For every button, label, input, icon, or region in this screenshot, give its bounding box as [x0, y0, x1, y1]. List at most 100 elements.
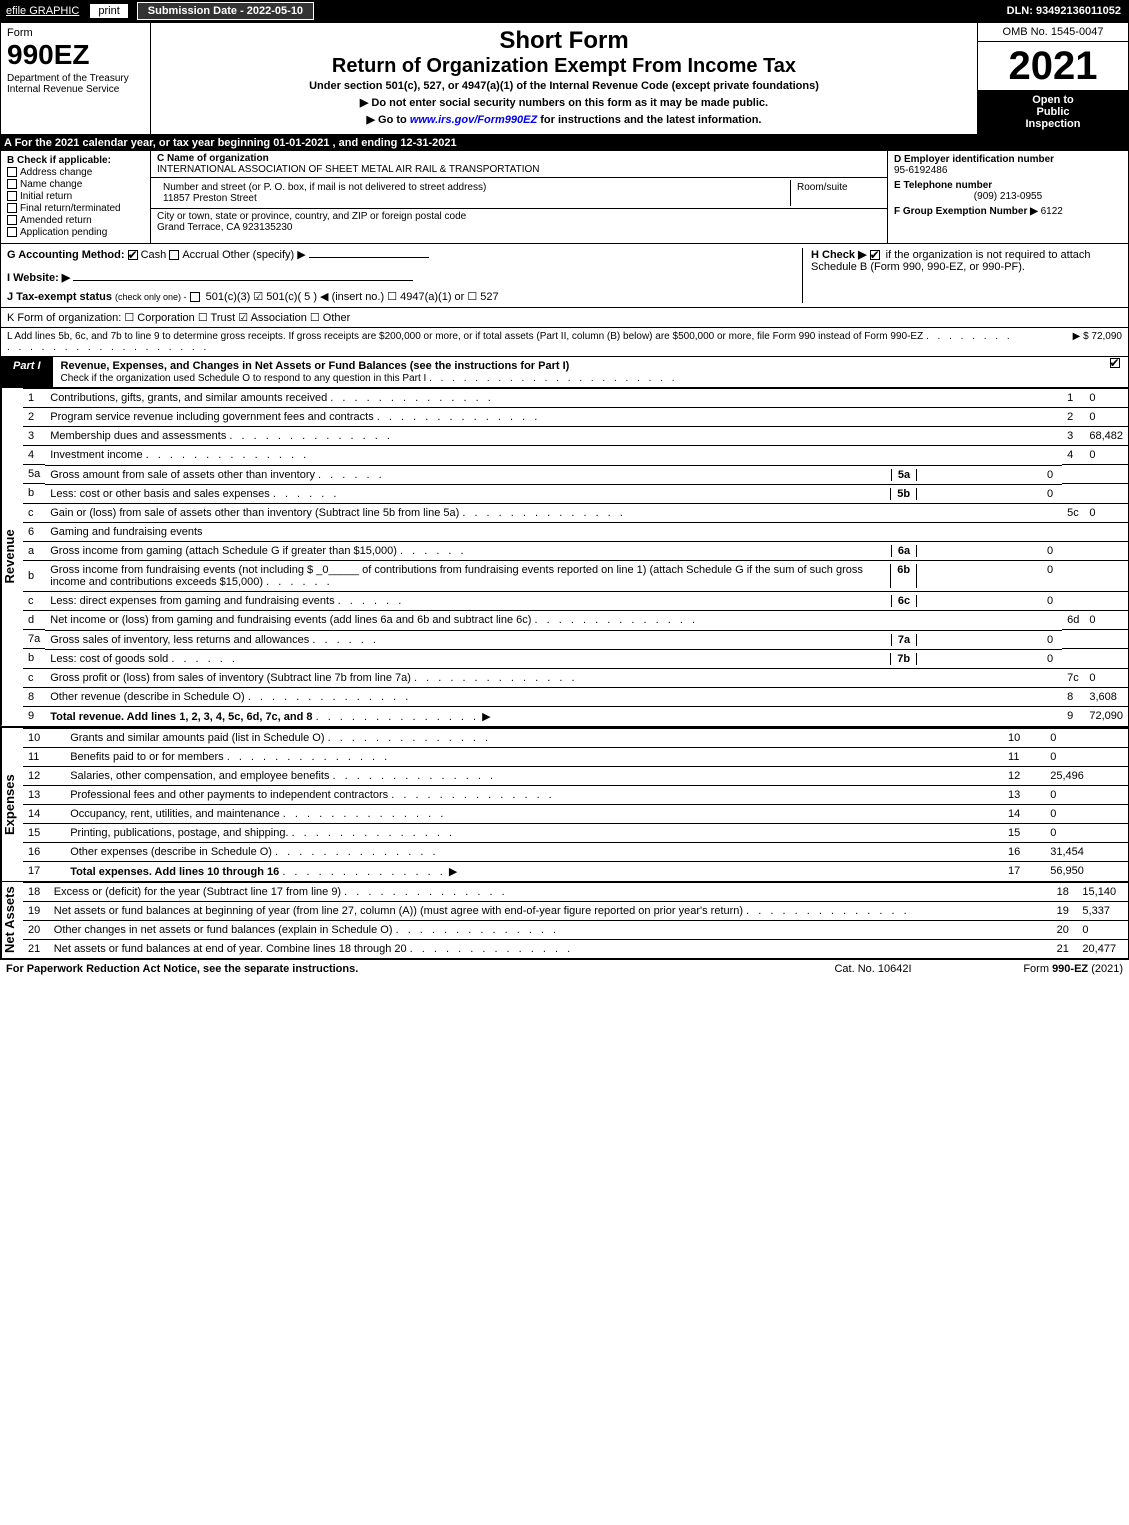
part-1-label: Part I	[1, 357, 53, 387]
revenue-section: Revenue 1 Contributions, gifts, grants, …	[0, 388, 1129, 726]
table-row: 6Gaming and fundraising events	[23, 522, 1128, 541]
col-d: D Employer identification number 95-6192…	[888, 151, 1128, 243]
footer-left: For Paperwork Reduction Act Notice, see …	[6, 963, 783, 975]
line-l-value: ▶ $ 72,090	[1022, 331, 1122, 353]
form-mid-col: Short Form Return of Organization Exempt…	[151, 23, 978, 134]
efile-link[interactable]: efile GRAPHIC	[0, 3, 85, 19]
website-input[interactable]	[73, 280, 413, 281]
row-ghij: G Accounting Method: Cash Accrual Other …	[0, 244, 1129, 308]
website-label: I Website: ▶	[7, 272, 70, 284]
omb-number: OMB No. 1545-0047	[978, 23, 1128, 42]
table-row: b Gross income from fundraising events (…	[23, 560, 1128, 591]
table-row: 9 Total revenue. Add lines 1, 2, 3, 4, 5…	[23, 706, 1128, 726]
table-row: c Less: direct expenses from gaming and …	[23, 591, 1128, 611]
table-row: a Gross income from gaming (attach Sched…	[23, 541, 1128, 560]
colb-item-0[interactable]: Address change	[7, 167, 144, 178]
form-subtitle: Under section 501(c), 527, or 4947(a)(1)…	[155, 80, 973, 92]
colb-item-1[interactable]: Name change	[7, 179, 144, 190]
expenses-table: 10 Grants and similar amounts paid (list…	[23, 728, 1128, 881]
expenses-section: Expenses 10 Grants and similar amounts p…	[0, 726, 1129, 881]
footer-center: Cat. No. 10642I	[783, 963, 963, 975]
other-specify-input[interactable]	[309, 257, 429, 258]
org-name: INTERNATIONAL ASSOCIATION OF SHEET METAL…	[157, 164, 881, 175]
line-g: G Accounting Method: Cash Accrual Other …	[7, 248, 802, 261]
part-1-title: Revenue, Expenses, and Changes in Net As…	[53, 357, 1104, 387]
colb-item-5[interactable]: Application pending	[7, 227, 144, 238]
table-row: 3 Membership dues and assessments . . . …	[23, 427, 1128, 446]
submission-date: Submission Date - 2022-05-10	[137, 2, 314, 20]
part-1-checkbox[interactable]	[1104, 357, 1128, 387]
ein-value: 95-6192486	[894, 165, 1122, 176]
accrual-label: Accrual	[182, 249, 219, 261]
room-label: Room/suite	[791, 180, 881, 206]
table-row: 11 Benefits paid to or for members . . .…	[23, 747, 1128, 766]
instruct-2: ▶ Go to www.irs.gov/Form990EZ for instru…	[155, 113, 973, 126]
street-block: Number and street (or P. O. box, if mail…	[151, 178, 887, 209]
footer: For Paperwork Reduction Act Notice, see …	[0, 959, 1129, 978]
instruct-2-pre: ▶ Go to	[367, 114, 410, 126]
line-a: A For the 2021 calendar year, or tax yea…	[0, 135, 1129, 151]
table-row: 2 Program service revenue including gove…	[23, 408, 1128, 427]
j-501c3-checkbox[interactable]	[190, 292, 200, 302]
revenue-table: 1 Contributions, gifts, grants, and simi…	[23, 388, 1128, 726]
line-k: K Form of organization: ☐ Corporation ☐ …	[0, 308, 1129, 328]
city-value: Grand Terrace, CA 923135230	[157, 222, 881, 233]
table-row: 20 Other changes in net assets or fund b…	[23, 920, 1128, 939]
short-form-title: Short Form	[155, 27, 973, 55]
table-row: 12 Salaries, other compensation, and emp…	[23, 766, 1128, 785]
table-row: b Less: cost or other basis and sales ex…	[23, 484, 1128, 504]
table-row: 8 Other revenue (describe in Schedule O)…	[23, 687, 1128, 706]
row-bcd: B Check if applicable: Address changeNam…	[0, 151, 1129, 244]
city-label: City or town, state or province, country…	[157, 211, 881, 222]
j-options: 501(c)(3) ☑ 501(c)( 5 ) ◀ (insert no.) ☐…	[206, 291, 499, 303]
cash-label: Cash	[141, 249, 167, 261]
expenses-vlabel: Expenses	[1, 728, 23, 881]
table-row: 16 Other expenses (describe in Schedule …	[23, 842, 1128, 861]
instruct-1: ▶ Do not enter social security numbers o…	[155, 96, 973, 109]
open-to-public: Open to Public Inspection	[978, 90, 1128, 134]
line-l-text: L Add lines 5b, 6c, and 7b to line 9 to …	[7, 331, 1022, 353]
form-number: 990EZ	[7, 39, 144, 71]
street-value: 11857 Preston Street	[163, 193, 784, 204]
colb-item-2[interactable]: Initial return	[7, 191, 144, 202]
h-label: H Check ▶	[811, 249, 867, 261]
col-b: B Check if applicable: Address changeNam…	[1, 151, 151, 243]
table-row: 19 Net assets or fund balances at beginn…	[23, 901, 1128, 920]
irs-link[interactable]: www.irs.gov/Form990EZ	[410, 114, 537, 126]
table-row: 5a Gross amount from sale of assets othe…	[23, 465, 1128, 484]
form-word: Form	[7, 27, 144, 39]
table-row: 13 Professional fees and other payments …	[23, 785, 1128, 804]
line-l: L Add lines 5b, 6c, and 7b to line 9 to …	[0, 328, 1129, 357]
table-row: b Less: cost of goods sold . . . . . . 7…	[23, 649, 1128, 669]
other-label: Other (specify) ▶	[222, 249, 306, 261]
cash-checkbox[interactable]	[128, 250, 138, 260]
form-title: Return of Organization Exempt From Incom…	[155, 55, 973, 78]
phone-label: E Telephone number	[894, 180, 1122, 191]
table-row: 18 Excess or (deficit) for the year (Sub…	[23, 882, 1128, 901]
line-j: J Tax-exempt status (check only one) ‐ 5…	[7, 290, 802, 303]
city-block: City or town, state or province, country…	[151, 209, 887, 235]
line-h: H Check ▶ if the organization is not req…	[802, 248, 1122, 303]
revenue-vlabel: Revenue	[1, 388, 23, 726]
j-sub: (check only one) ‐	[115, 292, 187, 302]
col-c: C Name of organization INTERNATIONAL ASS…	[151, 151, 888, 243]
form-right-col: OMB No. 1545-0047 2021 Open to Public In…	[978, 23, 1128, 134]
dln-label: DLN: 93492136011052	[1007, 5, 1129, 17]
group-label: F Group Exemption Number ▶	[894, 206, 1038, 217]
org-name-block: C Name of organization INTERNATIONAL ASS…	[151, 151, 887, 178]
print-button[interactable]: print	[89, 3, 128, 19]
netassets-section: Net Assets 18 Excess or (deficit) for th…	[0, 881, 1129, 959]
table-row: 15 Printing, publications, postage, and …	[23, 823, 1128, 842]
street-label: Number and street (or P. O. box, if mail…	[163, 182, 784, 193]
instruct-2-post: for instructions and the latest informat…	[537, 114, 761, 126]
table-row: 17 Total expenses. Add lines 10 through …	[23, 861, 1128, 881]
part-1-checkline: Check if the organization used Schedule …	[61, 373, 678, 384]
colb-item-4[interactable]: Amended return	[7, 215, 144, 226]
h-checkbox[interactable]	[870, 250, 880, 260]
accrual-checkbox[interactable]	[169, 250, 179, 260]
line-i: I Website: ▶	[7, 271, 802, 284]
col-b-header: B Check if applicable:	[7, 155, 144, 166]
table-row: 4 Investment income . . . . . . . . . . …	[23, 446, 1128, 465]
colb-item-3[interactable]: Final return/terminated	[7, 203, 144, 214]
netassets-table: 18 Excess or (deficit) for the year (Sub…	[23, 882, 1128, 958]
